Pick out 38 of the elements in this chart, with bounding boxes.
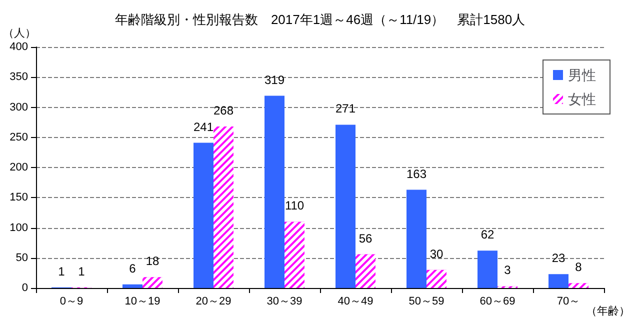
data-label: 268 bbox=[213, 104, 234, 118]
x-tick-label: 50～59 bbox=[408, 296, 444, 308]
x-tick-label: 60～69 bbox=[480, 296, 516, 308]
legend-label: 男性 bbox=[568, 67, 596, 83]
data-label: 110 bbox=[284, 198, 304, 213]
data-label: 319 bbox=[264, 72, 285, 87]
y-tick-label: 200 bbox=[10, 162, 28, 174]
x-tick-label: 30～39 bbox=[266, 296, 302, 308]
y-tick-label: 400 bbox=[10, 41, 28, 53]
y-tick-label: 0 bbox=[22, 282, 28, 294]
y-tick-label: 150 bbox=[10, 192, 28, 204]
x-tick-label: 70～ bbox=[556, 296, 580, 308]
data-label: 23 bbox=[552, 251, 566, 266]
legend-label: 女性 bbox=[568, 91, 596, 107]
chart-title: 年齢階級別・性別報告数 2017年1週～46週（～11/19） 累計1580人 bbox=[114, 12, 526, 27]
x-tick-label: 10～19 bbox=[124, 296, 160, 308]
data-label: 6 bbox=[129, 261, 136, 276]
y-tick-label: 250 bbox=[10, 131, 28, 144]
data-label: 8 bbox=[575, 260, 582, 274]
y-tick-label: 100 bbox=[10, 222, 28, 234]
data-label: 3 bbox=[504, 263, 512, 278]
data-label: 30 bbox=[430, 246, 444, 261]
data-label: 271 bbox=[335, 102, 356, 116]
x-axis-title: （年齢） bbox=[586, 306, 630, 318]
data-label: 241 bbox=[193, 120, 214, 134]
x-tick-label: 0～9 bbox=[60, 296, 84, 308]
data-label: 56 bbox=[358, 231, 372, 246]
data-label: 62 bbox=[480, 228, 494, 242]
y-axis-title: （人） bbox=[3, 28, 36, 40]
data-label: 163 bbox=[406, 166, 427, 181]
data-label: 18 bbox=[146, 254, 160, 268]
data-label: 1 bbox=[58, 264, 66, 278]
x-tick-label: 20～29 bbox=[196, 296, 232, 308]
y-tick-label: 350 bbox=[10, 71, 28, 84]
data-label: 1 bbox=[78, 264, 86, 278]
x-tick-label: 40～49 bbox=[338, 296, 374, 308]
y-tick-label: 50 bbox=[16, 252, 28, 264]
y-tick-label: 300 bbox=[10, 101, 28, 114]
